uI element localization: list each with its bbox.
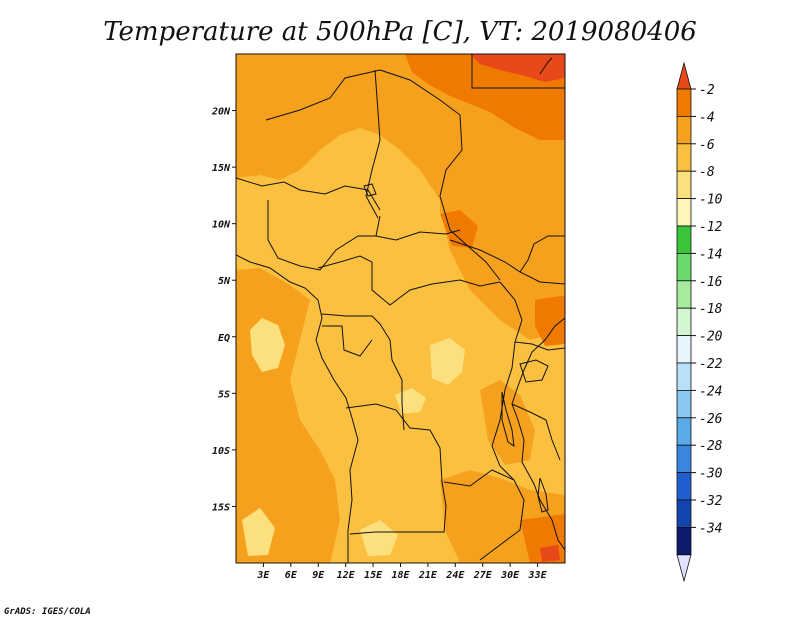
colorbar-swatch [676, 198, 692, 227]
map-panel: 20N 15N 10N 5N EQ 5S 10S 15S 3E 6E 9E 12E 15E 18E 21E… [211, 53, 566, 581]
contour-hot-sw [540, 545, 560, 562]
colorbar-label: -16 [699, 275, 723, 290]
temperature-contours [236, 54, 565, 563]
lon-tick-label: 3E [256, 570, 270, 581]
colorbar-swatch [676, 252, 692, 282]
border-sudan-ssudan [449, 239, 565, 285]
colorbar-label: -30 [699, 467, 723, 482]
colorbar-swatch [676, 170, 692, 199]
border-niger-chad [365, 69, 381, 219]
contour-pale-gabon [250, 318, 285, 372]
colorbar-label: -22 [699, 357, 723, 372]
border-congo-drc [321, 313, 405, 431]
lon-tick-label: 27E [473, 570, 493, 581]
colorbar-swatch [676, 389, 692, 419]
lon-tick-label: 6E [285, 570, 298, 581]
lake-chad [363, 183, 377, 197]
lat-tick-label: 20N [211, 107, 231, 118]
colorbar-label: -34 [699, 521, 722, 536]
longitude-axis: 3E 6E 9E 12E 15E 18E 21E 24E 27E 30E 33E [256, 563, 548, 581]
coastline-west [236, 254, 359, 563]
colorbar-label: -12 [699, 220, 723, 235]
lat-tick-label: 10S [212, 446, 230, 457]
lon-tick-label: 24E [445, 570, 465, 581]
lake-victoria [519, 359, 549, 383]
border-libya-egypt [471, 54, 565, 89]
colorbar-swatch [676, 362, 692, 391]
border-drc-east [491, 281, 523, 481]
lat-tick-label: 5N [218, 276, 231, 287]
colorbar: -2 -4 -6 -8 -10 -12 -14 -16 -18 -20 -22 -24 -26 -28 -3… [676, 61, 723, 583]
colorbar-swatch [676, 335, 692, 364]
colorbar-label: -26 [699, 412, 723, 427]
border-tanzania [511, 403, 561, 461]
colorbar-label: -10 [699, 193, 723, 208]
colorbar-swatch [676, 417, 692, 446]
colorbar-label: -28 [699, 439, 723, 454]
colorbar-label: -2 [699, 83, 715, 98]
grads-credit: GrADS: IGES/COLA [4, 607, 91, 617]
contour-pale-angola [360, 520, 398, 556]
border-kenya [514, 341, 565, 351]
lat-tick-label: EQ [218, 333, 230, 344]
coastline-east [511, 317, 565, 551]
border-cameroon-car [317, 255, 501, 306]
border-chad-sudan [439, 114, 501, 281]
contour-warm2-chad [440, 210, 478, 248]
colorbar-swatch [676, 307, 692, 337]
contour-hot-egypt [470, 54, 565, 82]
border-car-chad [375, 229, 461, 241]
colorbar-label: -8 [699, 165, 715, 180]
border-ethiopia [519, 235, 565, 273]
latitude-axis: 20N 15N 10N 5N EQ 5S 10S 15S [211, 107, 236, 513]
colorbar-label: -32 [699, 494, 723, 509]
colorbar-swatch [676, 225, 692, 254]
colorbar-label: -4 [699, 110, 715, 125]
lat-tick-label: 10N [212, 220, 231, 231]
border-nigeria [267, 200, 381, 271]
lat-tick-label: 15S [212, 502, 230, 513]
lake-malawi [537, 477, 549, 513]
border-zambia [443, 469, 525, 561]
contour-warm-east [480, 380, 535, 465]
chart-title: Temperature at 500hPa [C], VT: 201908040… [103, 17, 697, 47]
colorbar-bottom-arrow [676, 554, 692, 583]
colorbar-swatch [676, 143, 692, 172]
colorbar-swatch [676, 444, 692, 474]
colorbar-label: -24 [699, 384, 722, 399]
lon-tick-label: 30E [500, 570, 520, 581]
colorbar-label: -20 [699, 330, 723, 345]
colorbar-swatch [676, 472, 692, 501]
lat-tick-label: 5S [218, 389, 230, 400]
border-angola [345, 403, 447, 535]
colorbar-label: -18 [699, 302, 723, 317]
lon-tick-label: 18E [391, 570, 410, 581]
lat-tick-label: 15N [212, 163, 231, 174]
lon-tick-label: 9E [312, 570, 325, 581]
lon-tick-label: 21E [418, 570, 438, 581]
colorbar-swatch [676, 280, 692, 309]
lon-tick-label: 15E [364, 570, 383, 581]
contour-warm-ne [440, 140, 565, 340]
lon-tick-label: 12E [337, 570, 356, 581]
colorbar-label: -14 [699, 247, 722, 262]
border-algeria-niger [265, 69, 461, 121]
border-mali-niger [236, 177, 381, 211]
country-borders [236, 54, 565, 563]
colorbar-top-arrow [676, 61, 692, 90]
colorbar-swatch [676, 499, 692, 528]
lake-tanganyika [501, 391, 515, 448]
contour-pale-south [242, 508, 275, 556]
contour-pale-congo [430, 338, 465, 385]
colorbar-swatch [676, 88, 692, 117]
colorbar-swatch [676, 527, 692, 556]
lon-tick-label: 33E [528, 570, 548, 581]
border-gabon-congo [322, 325, 373, 357]
colorbar-label: -6 [699, 138, 715, 153]
colorbar-swatch [676, 116, 692, 145]
river-red-sea-coast [539, 57, 553, 75]
contour-warm2-ethiopia [535, 296, 565, 346]
